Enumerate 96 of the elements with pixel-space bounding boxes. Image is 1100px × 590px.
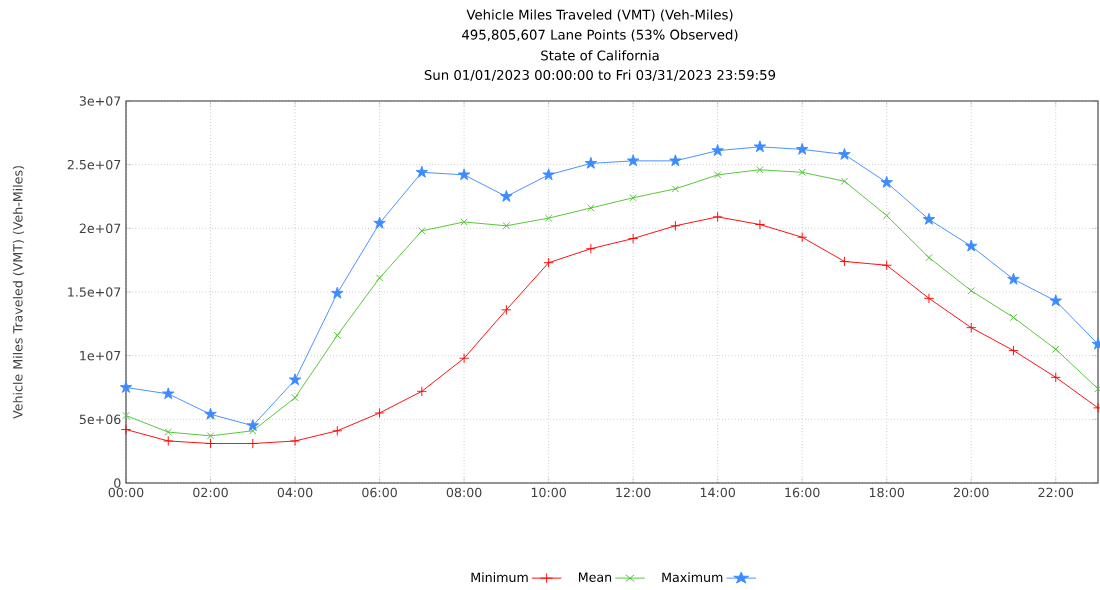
- point: [249, 427, 257, 435]
- point: [502, 222, 511, 230]
- legend-label: Maximum: [662, 572, 723, 583]
- x-tick-label: 08:00: [446, 487, 482, 498]
- point: [415, 165, 429, 178]
- point: [882, 211, 891, 220]
- point: [795, 142, 809, 155]
- point: [839, 256, 850, 267]
- y-tick-label: 1e+07: [80, 350, 121, 361]
- point: [289, 435, 301, 447]
- point: [288, 373, 302, 386]
- point: [838, 147, 851, 160]
- point: [333, 331, 342, 340]
- y-tick-label: 5e+06: [79, 414, 121, 425]
- point: [120, 424, 132, 435]
- point: [922, 212, 936, 225]
- point: [162, 387, 175, 400]
- point: [711, 144, 724, 157]
- text: State of California: [541, 50, 659, 61]
- point: [584, 156, 598, 169]
- point: [966, 322, 977, 333]
- legend-label: Minimum: [471, 572, 528, 583]
- x-tick-label: 18:00: [869, 487, 905, 498]
- x-tick-label: 06:00: [362, 487, 397, 498]
- point: [797, 232, 808, 243]
- legend-label: Mean: [578, 572, 612, 582]
- point: [501, 304, 512, 315]
- x-tick-label: 02:00: [193, 487, 228, 498]
- point: [163, 435, 174, 447]
- point: [416, 386, 427, 397]
- y-axis-title: Vehicle Miles Traveled (VMT) (Veh-Miles): [12, 166, 25, 419]
- point: [798, 168, 806, 177]
- y-tick-label: 0: [114, 478, 121, 488]
- x-tick-label: 12:00: [616, 487, 651, 498]
- x-tick-label: 16:00: [785, 487, 820, 498]
- point: [585, 243, 596, 254]
- point: [500, 189, 513, 202]
- point: [587, 204, 595, 212]
- point: [246, 419, 259, 432]
- point: [543, 257, 554, 268]
- point: [1007, 272, 1020, 285]
- x-tick-label: 00:00: [108, 487, 144, 498]
- point: [756, 166, 764, 174]
- point: [291, 393, 299, 402]
- point: [119, 380, 133, 393]
- point: [965, 239, 978, 252]
- point: [373, 216, 386, 229]
- point: [458, 353, 470, 364]
- point: [753, 140, 767, 153]
- point: [332, 425, 343, 436]
- point: [628, 233, 639, 244]
- point: [247, 438, 258, 449]
- point: [544, 214, 553, 222]
- y-tick-label: 3e+07: [79, 96, 121, 106]
- point: [670, 220, 681, 231]
- x-tick-label: 04:00: [277, 487, 313, 498]
- point: [754, 219, 766, 230]
- point: [967, 286, 975, 295]
- point: [374, 407, 385, 419]
- point: [164, 428, 173, 436]
- x-tick-label: 20:00: [953, 487, 989, 498]
- point: [669, 154, 682, 167]
- point: [626, 154, 640, 167]
- point: [840, 177, 849, 185]
- point: [542, 168, 555, 181]
- chart-subtitle: 495,805,607 Lane Points (53% Observed): [462, 29, 738, 42]
- point: [880, 175, 893, 188]
- point: [712, 211, 723, 222]
- point: [1051, 345, 1060, 354]
- point: [713, 171, 722, 179]
- x-tick-label: 22:00: [1038, 487, 1074, 498]
- point: [1009, 313, 1018, 322]
- point: [375, 274, 384, 282]
- point: [923, 293, 935, 304]
- y-tick-label: 2e+07: [79, 223, 121, 234]
- point: [629, 194, 637, 202]
- point: [925, 253, 933, 262]
- point: [122, 411, 130, 420]
- y-tick-label: 2.5e+07: [67, 159, 121, 170]
- point: [204, 407, 217, 420]
- point: [1050, 372, 1061, 383]
- point: [331, 286, 344, 299]
- point: [418, 227, 426, 235]
- point: [460, 218, 468, 226]
- chart-title: Vehicle Miles Traveled (VMT) (Veh-Miles): [466, 9, 733, 22]
- point: [1049, 294, 1062, 307]
- x-tick-label: 14:00: [700, 487, 735, 498]
- point: [671, 185, 680, 193]
- y-tick-label: 1.5e+07: [68, 287, 121, 297]
- text: Sun 01/01/2023 00:00:00 to Fri 03/31/2023 23:59:59: [424, 69, 776, 81]
- point: [457, 168, 471, 181]
- point: [205, 438, 216, 449]
- point: [206, 432, 215, 440]
- x-tick-label: 10:00: [531, 487, 566, 498]
- point: [1008, 345, 1019, 356]
- point: [881, 260, 892, 271]
